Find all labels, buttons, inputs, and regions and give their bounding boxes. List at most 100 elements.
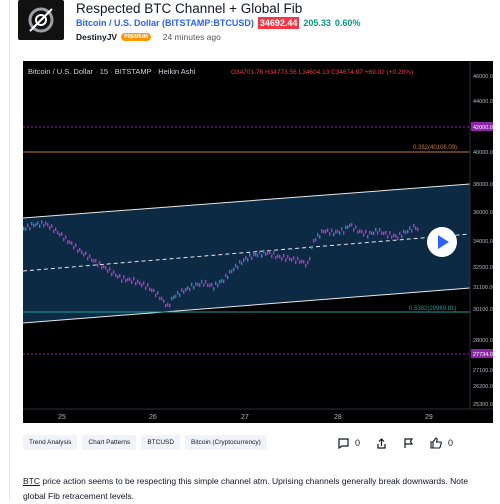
candle xyxy=(201,279,203,284)
candle xyxy=(313,239,315,243)
candle xyxy=(43,223,45,228)
candle xyxy=(225,273,227,278)
premium-badge: PREMIUM xyxy=(121,33,151,41)
candle xyxy=(399,231,401,236)
time-axis-label: 25 xyxy=(58,414,66,421)
candle xyxy=(189,287,191,292)
play-button[interactable] xyxy=(427,227,457,257)
candle xyxy=(209,283,211,288)
price-badge: 34692.44 xyxy=(257,17,300,29)
candle xyxy=(65,235,67,239)
candle xyxy=(127,277,129,282)
candle xyxy=(25,227,27,231)
candle xyxy=(323,229,325,234)
candle xyxy=(37,221,39,225)
candle xyxy=(405,230,407,235)
candle xyxy=(77,249,79,253)
candle xyxy=(385,230,387,235)
candle xyxy=(411,229,413,233)
candle xyxy=(177,290,179,295)
candle xyxy=(93,259,95,263)
candle xyxy=(363,233,365,237)
candle xyxy=(265,252,267,256)
candle xyxy=(343,231,345,235)
candle xyxy=(185,287,187,292)
candle xyxy=(297,256,299,260)
idea-title[interactable]: Respected BTC Channel + Global Fib xyxy=(76,1,303,16)
description-symbol-link[interactable]: BTC xyxy=(23,476,40,486)
candle xyxy=(345,225,347,229)
candle xyxy=(383,231,385,236)
candle xyxy=(179,293,181,298)
candle xyxy=(247,258,249,262)
time-ago: 24 minutes ago xyxy=(162,32,221,42)
candle xyxy=(137,279,139,284)
candle xyxy=(157,291,159,295)
candle xyxy=(221,278,223,283)
candle xyxy=(139,281,141,286)
candle xyxy=(389,231,391,235)
candle xyxy=(183,290,185,294)
boost-button[interactable]: 0 xyxy=(430,437,453,449)
price-axis-label: 32500.00 xyxy=(473,265,493,271)
candle xyxy=(51,224,53,228)
candle xyxy=(337,229,339,234)
tag-item[interactable]: Bitcoin (Cryptocurrency) xyxy=(185,435,267,450)
candle xyxy=(219,280,221,284)
candle xyxy=(315,238,317,242)
candle xyxy=(135,281,137,286)
symbol-link[interactable]: Bitcoin / U.S. Dollar (BITSTAMP:BTCUSD) xyxy=(76,18,254,28)
candle xyxy=(257,253,259,258)
tag-item[interactable]: BTCUSD xyxy=(141,435,181,450)
candle xyxy=(199,283,201,287)
candle xyxy=(387,235,389,239)
candle xyxy=(27,223,29,227)
candle xyxy=(327,228,329,232)
candle xyxy=(205,280,207,284)
candle xyxy=(61,232,63,236)
candle xyxy=(129,277,131,281)
tag-item[interactable]: Chart Patterns xyxy=(82,435,137,450)
tag-item[interactable]: Trend Analysis xyxy=(23,435,78,450)
candle xyxy=(165,304,167,308)
candle xyxy=(73,245,75,250)
author-name[interactable]: DestinyJV xyxy=(76,32,118,42)
candle xyxy=(195,282,197,286)
candle xyxy=(171,296,173,301)
price-axis-label: 44000.00 xyxy=(473,99,493,105)
candle xyxy=(259,250,261,254)
share-button[interactable] xyxy=(376,437,387,449)
candle xyxy=(41,220,43,224)
candle xyxy=(71,241,73,245)
candle xyxy=(79,247,81,252)
candle xyxy=(63,237,65,242)
price-axis-label: 38000.00 xyxy=(473,182,493,188)
candle xyxy=(161,296,163,301)
report-button[interactable] xyxy=(403,437,414,449)
comments-button[interactable]: 0 xyxy=(338,437,361,449)
candle xyxy=(229,269,231,274)
chart-area[interactable]: Bitcoin / U.S. Dollar · 15 · BITSTAMP · … xyxy=(23,61,493,423)
candle xyxy=(35,223,37,227)
chart-legend: Bitcoin / U.S. Dollar · 15 · BITSTAMP · … xyxy=(28,67,196,76)
symbol-line: Bitcoin / U.S. Dollar (BITSTAMP:BTCUSD) … xyxy=(76,17,360,29)
candle xyxy=(75,243,77,247)
candle xyxy=(269,250,271,254)
comments-count: 0 xyxy=(355,438,361,448)
candle xyxy=(141,283,143,288)
candle xyxy=(325,229,327,234)
price-axis-label: 40000.00 xyxy=(473,150,493,156)
price-axis-label: 36000.00 xyxy=(473,210,493,216)
author-thumbnail[interactable] xyxy=(18,0,64,40)
candle xyxy=(47,222,49,227)
candle xyxy=(107,269,109,273)
candle xyxy=(85,251,87,255)
candle xyxy=(349,223,351,228)
candle xyxy=(245,256,247,260)
candle xyxy=(279,254,281,259)
chart-canvas: Bitcoin / U.S. Dollar · 15 · BITSTAMP · … xyxy=(23,61,493,423)
description-text-line2: global Fib retracement levels. xyxy=(23,491,135,501)
candle xyxy=(115,273,117,278)
candle xyxy=(169,303,171,308)
candle xyxy=(193,285,195,290)
